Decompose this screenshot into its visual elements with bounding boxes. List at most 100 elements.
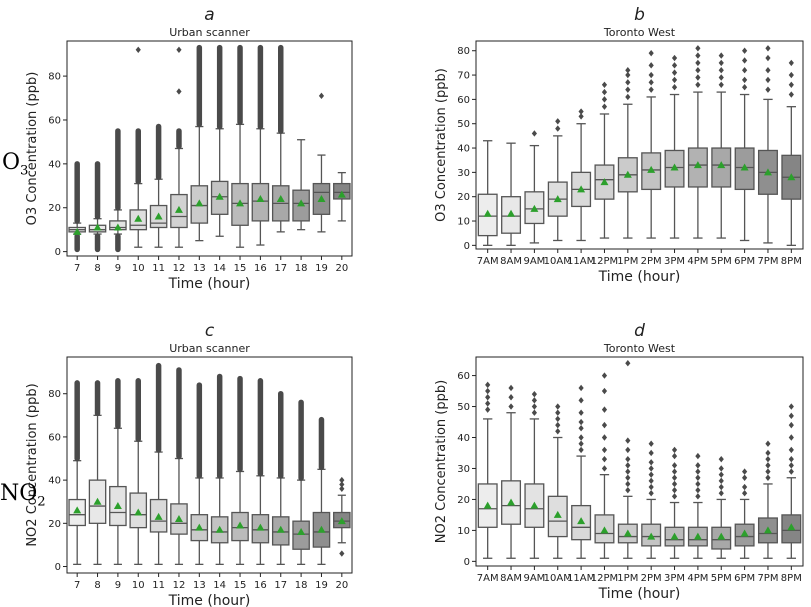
x-tick-label: 9 [115,263,121,274]
mean-marker [215,525,224,533]
outlier-point [671,84,678,91]
box-8 [88,161,107,253]
mean-marker [787,523,796,531]
outlier-point [648,440,654,447]
outlier-point [648,471,654,478]
outlier-point [508,394,514,401]
box-19 [312,416,331,566]
plot-frame [475,40,804,250]
outlier-point [555,125,561,132]
box-8PM [781,403,802,559]
box-14 [210,44,229,237]
box-9 [109,128,127,253]
outlier-point [765,76,771,84]
outlier-point [742,66,748,74]
x-tick-label: 8 [94,580,100,591]
outlier-point [671,54,678,62]
outlier-point [765,440,771,447]
outlier-point [671,462,678,469]
x-tick-label: 4PM [687,256,708,267]
x-tick-label: 15 [234,580,247,591]
outlier-point [765,66,771,74]
y-tick-label: 30 [457,464,470,475]
mean-marker [553,195,562,203]
outlier-point [555,428,561,435]
outlier-point [578,434,584,441]
y-tick-label: 20 [457,192,470,203]
mean-marker [154,512,163,520]
mean-marker [647,165,656,173]
x-tick-label: 10AM [544,573,572,584]
outlier-point [625,93,631,101]
x-tick-label: 2PM [641,573,662,584]
outlier-point [695,474,701,481]
mean-marker [577,185,586,193]
box-2PM [641,49,662,239]
x-tick-label: 11 [152,580,165,591]
x-tick-label: 7AM [477,256,499,267]
outlier-point [578,440,584,447]
outlier-point [648,465,654,472]
x-tick-label: 8AM [500,573,522,584]
outlier-point [625,446,631,454]
outlier-point [555,409,561,416]
outlier-point [578,425,584,432]
outlier-point [601,88,608,96]
outlier-point [695,480,701,488]
outlier-point [578,409,584,416]
x-tick-label: 9AM [523,256,545,267]
box-20 [333,171,351,222]
outlier-point [718,465,724,472]
plot-frame [66,356,353,574]
box-4PM [687,45,708,239]
box-1PM [617,359,638,559]
x-tick-label: 5PM [711,573,732,584]
outlier-point [695,59,701,67]
box-8AM [501,384,522,559]
mean-marker [73,506,82,514]
outlier-point [601,455,608,463]
y-tick-label: 50 [457,119,470,130]
outlier-point [671,480,678,488]
y-axis-label: NO2 Concentration (ppb) [25,383,40,546]
outlier-point [578,446,584,454]
outlier-point [625,480,631,488]
mean-marker [174,205,183,213]
outlier-point [788,434,794,441]
outlier-point [742,57,748,64]
outlier-point [742,76,748,84]
outlier-point [788,446,794,454]
y-axis-label: NO2 Concentration (ppb) [434,380,449,543]
box-10 [129,46,148,248]
outlier-point [625,455,631,463]
x-tick-label: 17 [274,580,287,591]
outlier-point [648,71,654,79]
x-tick-label: 20 [335,580,348,591]
mean-marker [276,194,285,202]
box-9AM [524,130,545,244]
plot-frame [66,40,353,257]
outlier-point [625,79,631,86]
x-tick-label: 1PM [617,573,638,584]
outlier-point [531,403,537,410]
box-5PM [711,52,732,239]
outlier-point [648,86,654,93]
x-tick-label: 7 [74,263,80,274]
outlier-point [578,418,584,426]
x-tick-label: 16 [254,580,267,591]
box-3PM [664,54,685,239]
mean-marker [256,194,265,202]
mean-marker [236,199,245,207]
x-tick-label: 12 [173,580,186,591]
outlier-point [601,446,608,454]
outlier-point [765,86,771,93]
y-tick-label: 20 [48,519,61,530]
mean-marker [297,199,306,207]
box-12PM [594,81,615,239]
x-tick-label: 7 [74,580,80,591]
x-tick-label: 17 [274,263,287,274]
box-10AM [547,118,568,242]
outlier-point [718,74,724,81]
